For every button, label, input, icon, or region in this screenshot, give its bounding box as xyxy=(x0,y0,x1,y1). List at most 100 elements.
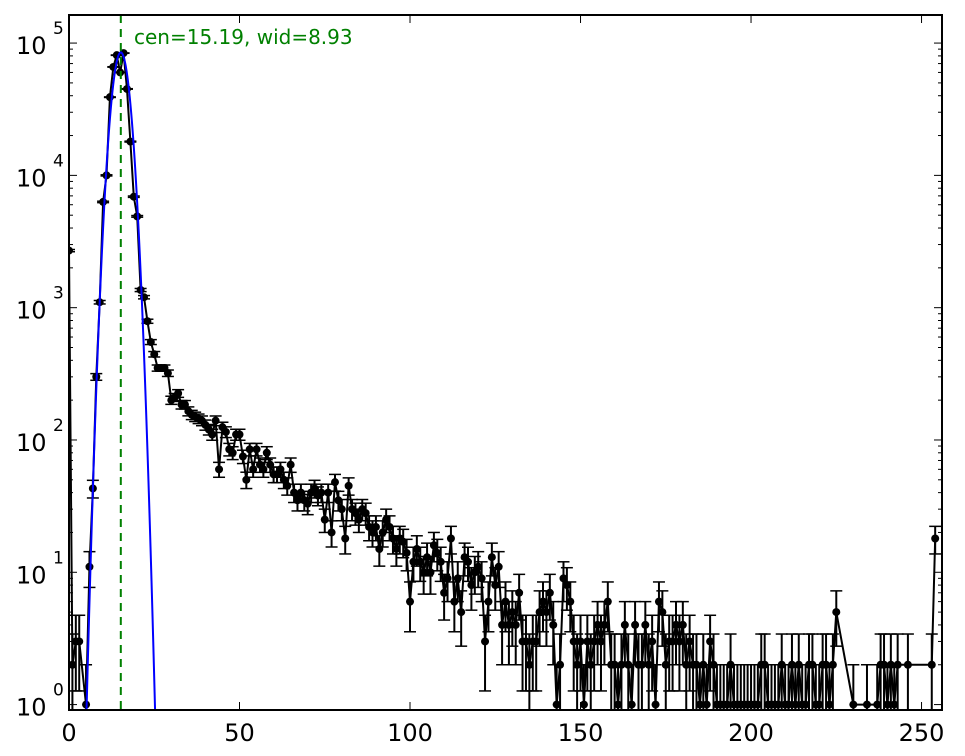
x-tick-label: 0 xyxy=(61,719,76,747)
data-point xyxy=(576,637,585,646)
data-point xyxy=(235,430,244,439)
data-point xyxy=(337,505,346,514)
x-tick-label: 100 xyxy=(387,719,433,747)
data-point xyxy=(344,481,353,490)
data-point xyxy=(685,637,694,646)
data-point xyxy=(539,597,548,606)
data-point xyxy=(324,488,333,497)
data-point xyxy=(498,620,507,629)
data-point xyxy=(443,574,452,583)
data-point xyxy=(883,700,892,709)
data-point xyxy=(552,700,561,709)
data-point xyxy=(791,700,800,709)
data-point xyxy=(825,700,834,709)
data-point xyxy=(723,700,732,709)
data-point xyxy=(586,660,595,669)
data-point xyxy=(559,574,568,583)
data-point xyxy=(801,700,810,709)
data-point xyxy=(228,448,237,457)
data-point xyxy=(832,608,841,617)
data-point xyxy=(416,557,425,566)
data-point xyxy=(341,534,350,543)
y-tick-label: 103 xyxy=(16,284,64,325)
data-point xyxy=(146,338,155,347)
data-point xyxy=(695,700,704,709)
data-point xyxy=(566,597,575,606)
data-point xyxy=(457,608,466,617)
data-point xyxy=(682,660,691,669)
data-point xyxy=(208,430,217,439)
data-point xyxy=(542,608,551,617)
data-point xyxy=(515,588,524,597)
data-point xyxy=(521,637,530,646)
data-point xyxy=(702,700,711,709)
data-point xyxy=(245,445,254,454)
data-point xyxy=(334,496,343,505)
data-point xyxy=(511,620,520,629)
data-point xyxy=(815,700,824,709)
data-point xyxy=(600,620,609,629)
data-point xyxy=(433,548,442,557)
data-point xyxy=(873,700,882,709)
data-point xyxy=(648,637,657,646)
data-point xyxy=(371,522,380,531)
data-point xyxy=(474,562,483,571)
data-point xyxy=(259,465,268,474)
data-point xyxy=(614,700,623,709)
data-point xyxy=(678,620,687,629)
x-tick-label: 50 xyxy=(224,719,255,747)
data-point xyxy=(150,350,159,359)
data-point xyxy=(409,557,418,566)
fit-annotation: cen=15.19, wid=8.93 xyxy=(134,25,353,49)
data-point xyxy=(252,445,261,454)
axes-frame xyxy=(68,14,943,711)
data-point xyxy=(143,317,152,326)
data-point xyxy=(286,460,295,469)
data-point xyxy=(215,465,224,474)
data-point xyxy=(436,557,445,566)
data-point xyxy=(651,700,660,709)
data-point xyxy=(535,608,544,617)
data-point xyxy=(654,597,663,606)
data-point xyxy=(573,660,582,669)
data-point xyxy=(481,637,490,646)
data-point xyxy=(238,452,247,461)
data-point xyxy=(658,608,667,617)
data-point xyxy=(283,481,292,490)
data-point xyxy=(644,660,653,669)
data-point xyxy=(675,637,684,646)
data-point xyxy=(361,509,370,518)
data-point xyxy=(276,465,285,474)
y-tick-label: 101 xyxy=(16,548,64,589)
data-point xyxy=(849,700,858,709)
data-point xyxy=(211,416,220,425)
data-point xyxy=(406,597,415,606)
data-point xyxy=(320,515,329,524)
data-point xyxy=(631,620,640,629)
data-point xyxy=(828,660,837,669)
data-point xyxy=(545,588,554,597)
data-point xyxy=(627,700,636,709)
data-point xyxy=(927,660,936,669)
data-point xyxy=(99,197,108,206)
data-point xyxy=(463,557,472,566)
data-point xyxy=(317,488,326,497)
data-point xyxy=(590,637,599,646)
data-point xyxy=(532,637,541,646)
data-point xyxy=(419,568,428,577)
data-point xyxy=(706,637,715,646)
data-point xyxy=(784,700,793,709)
data-point xyxy=(392,544,401,553)
x-tick-label: 200 xyxy=(728,719,774,747)
data-point xyxy=(262,448,271,457)
data-point xyxy=(351,509,360,518)
data-point xyxy=(477,574,486,583)
data-point xyxy=(862,700,871,709)
data-point xyxy=(426,568,435,577)
data-point xyxy=(620,620,629,629)
y-tick-label: 100 xyxy=(16,681,64,722)
data-point xyxy=(596,637,605,646)
data-point xyxy=(753,700,762,709)
data-point xyxy=(579,700,588,709)
